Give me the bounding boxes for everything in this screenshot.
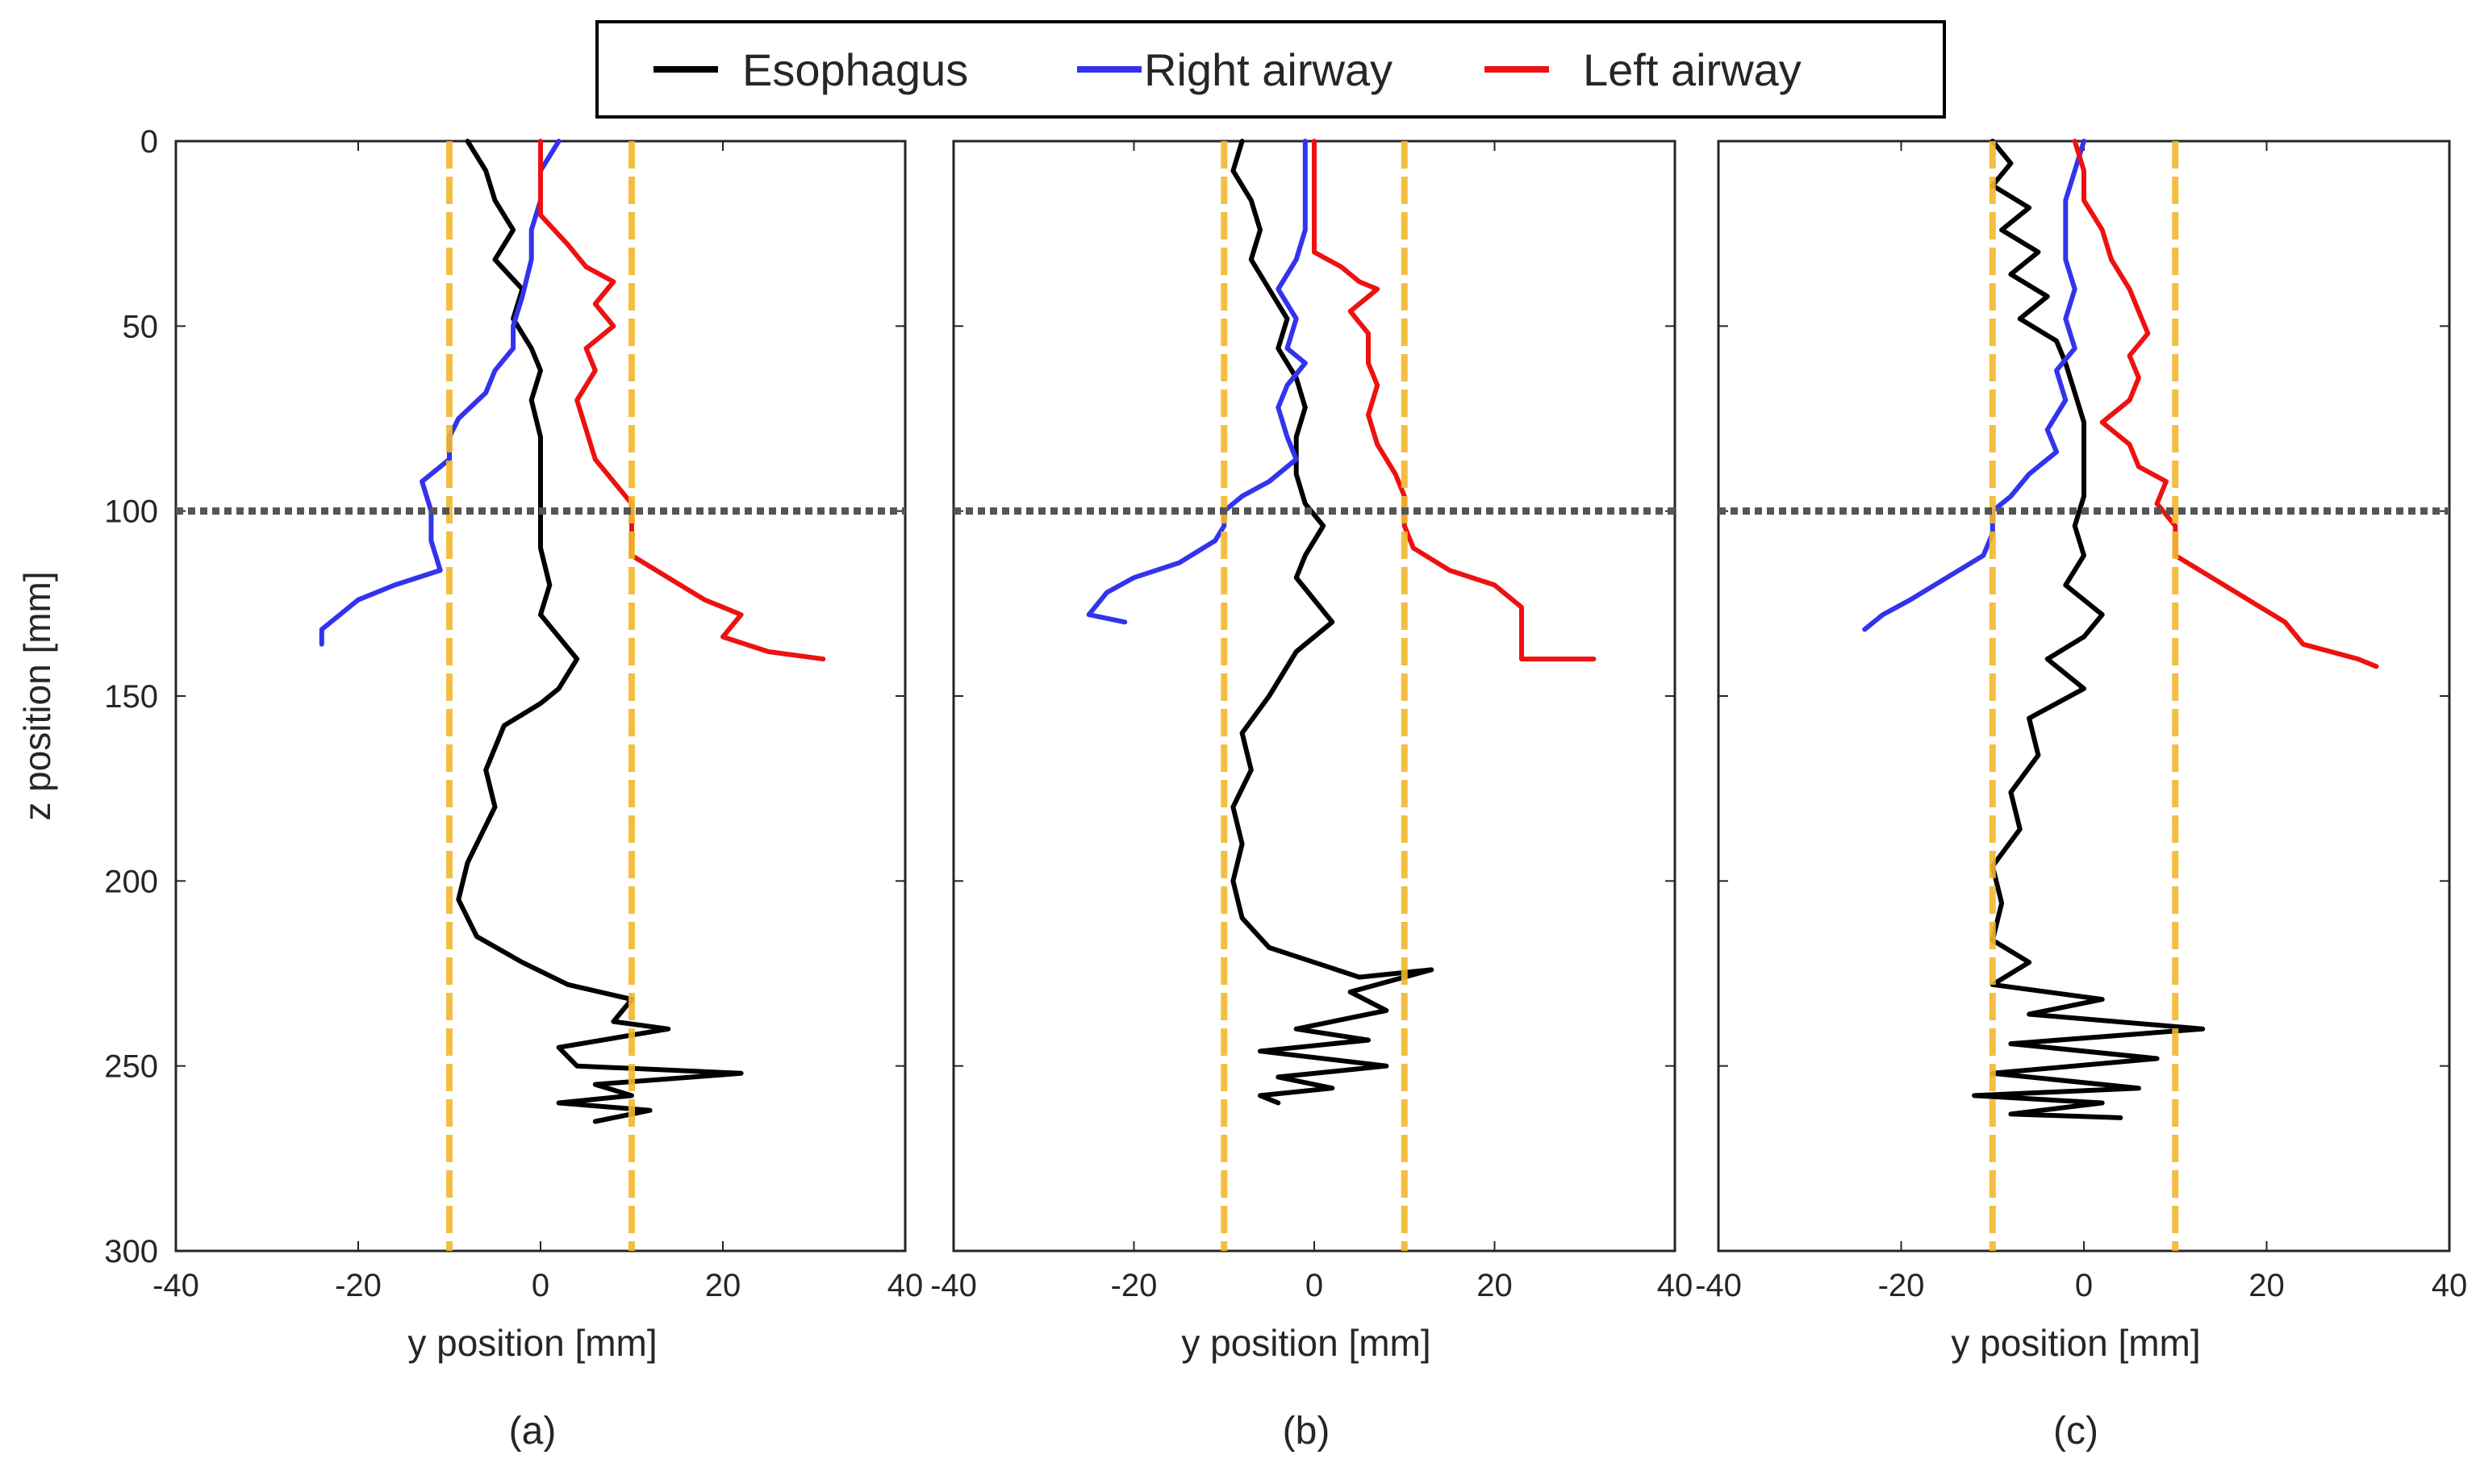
x-axis-label-c: y position [mm]: [1951, 1322, 2200, 1364]
x-axis-label-b: y position [mm]: [1181, 1322, 1430, 1364]
x-tick-label: 20: [705, 1268, 741, 1303]
legend-label-left-airway: Left airway: [1583, 44, 1802, 95]
panel-label-a: (a): [509, 1410, 557, 1453]
x-tick-label: 0: [532, 1268, 549, 1303]
x-tick-label: -40: [930, 1268, 977, 1303]
x-tick-label: 40: [887, 1268, 924, 1303]
panel-b: -40 -20 0 20 40 y position [mm] (b): [930, 139, 1693, 1453]
series-esophagus-c: [1972, 139, 2206, 1120]
axes-box-b: [952, 140, 1676, 1253]
series-esophagus-b: [1230, 139, 1434, 1106]
panel-label-c: (c): [2053, 1410, 2098, 1453]
y-axis-label: z position [mm]: [16, 571, 58, 820]
y-tick-label: 150: [104, 679, 158, 715]
x-tick-label: 40: [2432, 1268, 2468, 1303]
y-tick-label: 300: [104, 1234, 158, 1269]
legend-label-esophagus: Esophagus: [742, 44, 968, 95]
series-left-airway-c: [2072, 139, 2379, 669]
x-tick-label: 20: [1476, 1268, 1513, 1303]
y-tick-label: 0: [140, 124, 158, 160]
panel-c: -40 -20 0 20 40 y position [mm] (c): [1695, 139, 2468, 1453]
y-tick-label: 200: [104, 864, 158, 899]
x-tick-label: -20: [335, 1268, 382, 1303]
series-left-airway-a: [538, 139, 826, 662]
y-tick-label: 50: [123, 309, 159, 344]
axes-box-a: [174, 140, 907, 1253]
x-tick-label: -40: [152, 1268, 199, 1303]
x-tick-label: 0: [1305, 1268, 1323, 1303]
series-esophagus-a: [456, 139, 744, 1124]
legend-label-right-airway: Right airway: [1144, 44, 1392, 95]
x-tick-label: -20: [1878, 1268, 1925, 1303]
panel-a: -40 -20 0 20 40 0 50 100 150 200 250 300 y position …: [16, 124, 923, 1453]
panel-label-b: (b): [1283, 1410, 1330, 1453]
x-tick-label: 40: [1657, 1268, 1693, 1303]
series-right-airway-c: [1862, 139, 2086, 632]
y-tick-label: 100: [104, 494, 158, 530]
legend-box: [595, 20, 1946, 119]
x-axis-label-a: y position [mm]: [407, 1322, 657, 1364]
y-tick-label: 250: [104, 1049, 158, 1085]
series-right-airway-b: [1086, 139, 1308, 625]
x-tick-label: -20: [1111, 1268, 1158, 1303]
legend: Esophagus Right airway Left airway: [595, 20, 1946, 119]
x-tick-label: -40: [1695, 1268, 1742, 1303]
x-tick-label: 20: [2248, 1268, 2285, 1303]
x-tick-label: 0: [2075, 1268, 2093, 1303]
series-right-airway-a: [319, 139, 562, 647]
series-left-airway-b: [1312, 139, 1597, 662]
